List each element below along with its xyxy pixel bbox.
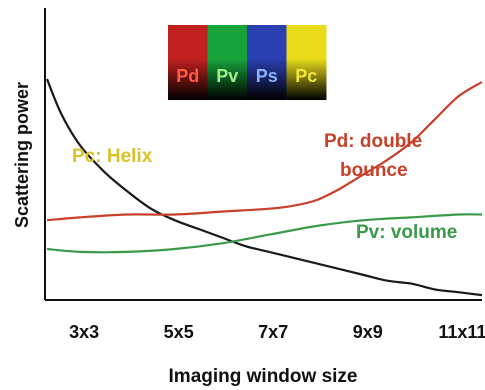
legend: Pd Pv Ps Pc: [168, 25, 327, 100]
legend-swatch-pv: [207, 25, 248, 100]
x-axis-label: Imaging window size: [169, 366, 358, 387]
series-layer: [45, 78, 483, 297]
legend-swatch-pd: [168, 25, 208, 100]
legend-swatch-ps: [247, 25, 287, 100]
x-tick-label: 9x9: [353, 322, 383, 342]
annotation-pc-helix: Pc: Helix: [72, 146, 153, 167]
legend-label-pd: Pd: [176, 66, 199, 86]
series-line-0: [45, 78, 483, 297]
annotation-pd-line2: bounce: [340, 160, 408, 181]
x-tick-labels: 3x3 5x5 7x7 9x9 11x11: [69, 322, 485, 342]
legend-label-pc: Pc: [295, 66, 317, 86]
legend-label-ps: Ps: [256, 66, 278, 86]
annotation-pd-line1: Pd: double: [324, 131, 422, 152]
x-tick-label: 5x5: [164, 322, 194, 342]
series-line-2: [46, 213, 483, 254]
legend-label-pv: Pv: [216, 66, 238, 86]
x-tick-label: 3x3: [69, 322, 99, 342]
y-axis-label: Scattering power: [12, 82, 32, 228]
x-tick-label: 7x7: [258, 322, 288, 342]
annotation-pv-volume: Pv: volume: [356, 222, 457, 243]
legend-swatch-pc: [286, 25, 327, 100]
series-line-1: [46, 81, 483, 222]
x-tick-label: 11x11: [438, 322, 485, 342]
